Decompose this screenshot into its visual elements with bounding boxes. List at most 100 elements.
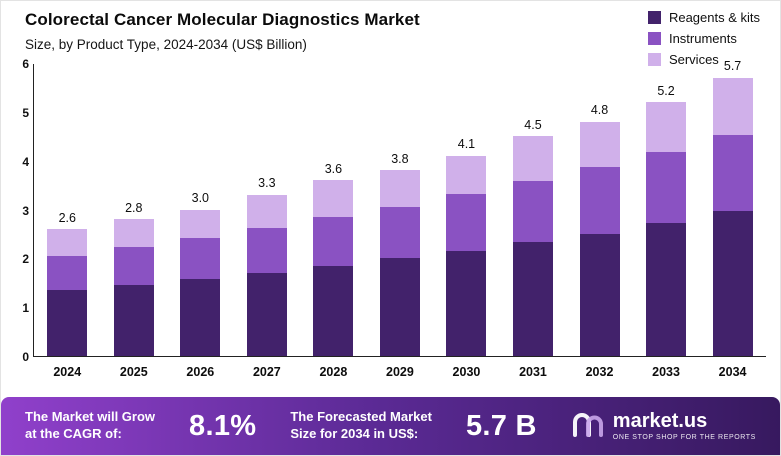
x-tick-label: 2026 xyxy=(186,365,215,379)
bar-segment-services xyxy=(113,219,154,248)
bar-segment-reagents-kits xyxy=(246,272,287,356)
bar-stack xyxy=(47,229,88,356)
legend-label: Services xyxy=(668,52,719,67)
forecast-value: 5.7 B xyxy=(465,409,537,442)
bar-total-label: 2.6 xyxy=(58,210,76,225)
bar-segment-services xyxy=(446,155,487,194)
bar-total-label: 4.8 xyxy=(590,103,609,118)
legend-swatch-icon xyxy=(647,32,661,45)
brand-logo: market.us ONE STOP SHOP FOR THE REPORTS xyxy=(571,410,756,442)
bar-segment-services xyxy=(712,77,753,136)
legend-label: Instruments xyxy=(668,31,737,46)
brand-tagline: ONE STOP SHOP FOR THE REPORTS xyxy=(612,434,756,442)
bar-segment-services xyxy=(246,194,287,228)
chart-legend: Reagents & kits Instruments Services xyxy=(647,10,760,67)
bar-total-label: 3.6 xyxy=(324,161,343,176)
y-tick-label: 6 xyxy=(22,57,29,71)
bar-segment-services xyxy=(512,136,553,182)
bar-group: 3.0 xyxy=(180,63,221,356)
bar-total-label: 5.2 xyxy=(657,83,675,98)
cagr-value: 8.1% xyxy=(189,409,257,442)
bar-total-label: 3.8 xyxy=(391,151,409,166)
bar-segment-instruments xyxy=(246,227,287,273)
forecast-label-line2: Size for 2034 in US$: xyxy=(290,426,419,441)
bar-total-label: 3.0 xyxy=(191,191,210,206)
y-tick-label: 3 xyxy=(22,203,29,218)
bar-group: 3.8 xyxy=(379,63,420,356)
y-axis: 0 1 2 3 4 5 6 xyxy=(13,58,33,363)
x-tick-label: 2025 xyxy=(119,365,148,379)
bar-group: 4.1 xyxy=(446,63,487,356)
bar-segment-instruments xyxy=(113,247,154,286)
bar-segment-instruments xyxy=(47,255,88,291)
x-tick-label: 2027 xyxy=(252,365,281,379)
bar-segment-services xyxy=(313,180,354,217)
bar-segment-services xyxy=(646,102,687,152)
bar-segment-reagents-kits xyxy=(579,233,620,356)
bar-segment-instruments xyxy=(712,135,753,211)
bar-segment-instruments xyxy=(646,151,687,224)
x-axis-labels: 2024 2025 2026 2027 2028 2029 2030 2031 2032 2033… xyxy=(34,357,766,385)
bar-total-label: 4.1 xyxy=(457,137,476,152)
bars-container: 2.6 2.8 3.0 3.3 3.6 3.8 4.1 4.5 4.8 5.2 5.7 xyxy=(33,60,766,357)
x-tick-label: 2024 xyxy=(53,365,82,379)
y-tick-label: 5 xyxy=(22,105,29,120)
x-tick-label: 2034 xyxy=(718,365,747,379)
forecast-label-line1: The Forecasted Market xyxy=(290,409,432,425)
chart-subtitle: Size, by Product Type, 2024-2034 (US$ Bi… xyxy=(25,37,307,52)
legend-label: Reagents & kits xyxy=(668,10,760,25)
legend-swatch-icon xyxy=(647,53,661,66)
forecast-label: The Forecasted Market Size for 2034 in U… xyxy=(290,409,432,443)
x-tick-label: 2033 xyxy=(652,365,680,379)
bar-total-label: 2.8 xyxy=(125,200,143,215)
bar-segment-instruments xyxy=(446,193,487,252)
bar-stack xyxy=(246,194,287,356)
bar-total-label: 5.7 xyxy=(723,59,742,74)
bar-stack xyxy=(379,170,420,356)
chart-header: Colorectal Cancer Molecular Diagnostics … xyxy=(1,1,780,52)
x-tick-label: 2028 xyxy=(319,365,348,379)
bar-group: 2.8 xyxy=(113,63,154,356)
bar-segment-reagents-kits xyxy=(712,210,753,356)
bar-segment-services xyxy=(579,121,620,168)
footer-banner: The Market will Grow at the CAGR of: 8.1… xyxy=(1,397,780,455)
chart-title: Colorectal Cancer Molecular Diagnostics … xyxy=(25,10,420,29)
bar-segment-instruments xyxy=(379,207,420,259)
bar-segment-instruments xyxy=(579,167,620,234)
bar-segment-reagents-kits xyxy=(180,279,221,356)
y-tick-label: 2 xyxy=(22,252,29,267)
cagr-label: The Market will Grow at the CAGR of: xyxy=(25,409,155,443)
bar-segment-services xyxy=(180,209,221,238)
y-tick-label: 1 xyxy=(22,301,29,316)
bar-segment-reagents-kits xyxy=(446,251,487,356)
bar-stack xyxy=(579,121,620,356)
bar-group: 5.2 xyxy=(646,63,687,356)
bar-segment-reagents-kits xyxy=(47,290,88,356)
legend-item: Services xyxy=(647,52,760,67)
bar-segment-reagents-kits xyxy=(379,258,420,356)
bar-group: 4.8 xyxy=(579,63,620,356)
bar-group: 3.3 xyxy=(246,63,287,356)
bar-group: 2.6 xyxy=(47,63,88,356)
legend-item: Instruments xyxy=(647,31,760,46)
bar-segment-reagents-kits xyxy=(646,223,687,356)
cagr-label-line2: at the CAGR of: xyxy=(25,426,122,441)
bar-total-label: 3.3 xyxy=(258,176,276,191)
bar-stack xyxy=(712,77,753,356)
bar-segment-instruments xyxy=(512,181,553,243)
x-tick-label: 2031 xyxy=(519,365,547,379)
bar-stack xyxy=(180,209,221,356)
bar-segment-instruments xyxy=(180,237,221,280)
bar-segment-reagents-kits xyxy=(113,285,154,356)
bar-stack xyxy=(646,102,687,356)
bar-group: 3.6 xyxy=(313,63,354,356)
bar-stack xyxy=(446,155,487,356)
y-tick-label: 4 xyxy=(22,154,29,169)
bar-total-label: 4.5 xyxy=(524,117,542,132)
bar-stack xyxy=(113,219,154,356)
cagr-label-line1: The Market will Grow xyxy=(25,409,156,425)
bar-segment-services xyxy=(379,170,420,208)
chart-plot-area: 0 1 2 3 4 5 6 2.6 2.8 3.0 3.3 3.6 3.8 4.1 4.5 4.8 5.2 5.… xyxy=(13,58,766,363)
bar-segment-reagents-kits xyxy=(512,242,553,356)
